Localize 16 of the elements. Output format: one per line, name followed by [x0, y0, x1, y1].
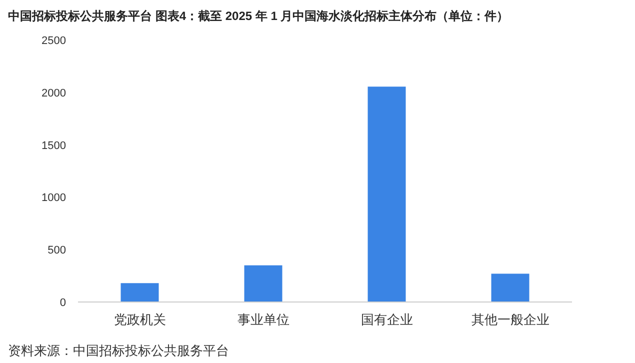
- x-tick-label: 党政机关: [114, 312, 166, 327]
- y-tick-label: 2000: [42, 87, 66, 100]
- bar: [368, 86, 406, 302]
- y-tick-label: 1000: [42, 192, 66, 204]
- y-tick-label: 500: [48, 244, 66, 257]
- chart-title: 中国招标投标公共服务平台 图表4：截至 2025 年 1 月中国海水淡化招标主体分布（单位：件）: [8, 9, 509, 23]
- y-tick-label: 0: [60, 297, 66, 309]
- bar: [120, 283, 159, 302]
- y-tick-label: 1500: [42, 140, 66, 152]
- text: 资料来源：中国招标投标公共服务平台: [8, 343, 229, 358]
- bar: [244, 265, 282, 302]
- x-tick-label: 事业单位: [237, 312, 290, 327]
- x-tick-label: 其他一般企业: [471, 312, 550, 327]
- x-tick-label: 国有企业: [360, 312, 413, 327]
- bar: [491, 274, 530, 302]
- y-tick-label: 2500: [42, 35, 66, 47]
